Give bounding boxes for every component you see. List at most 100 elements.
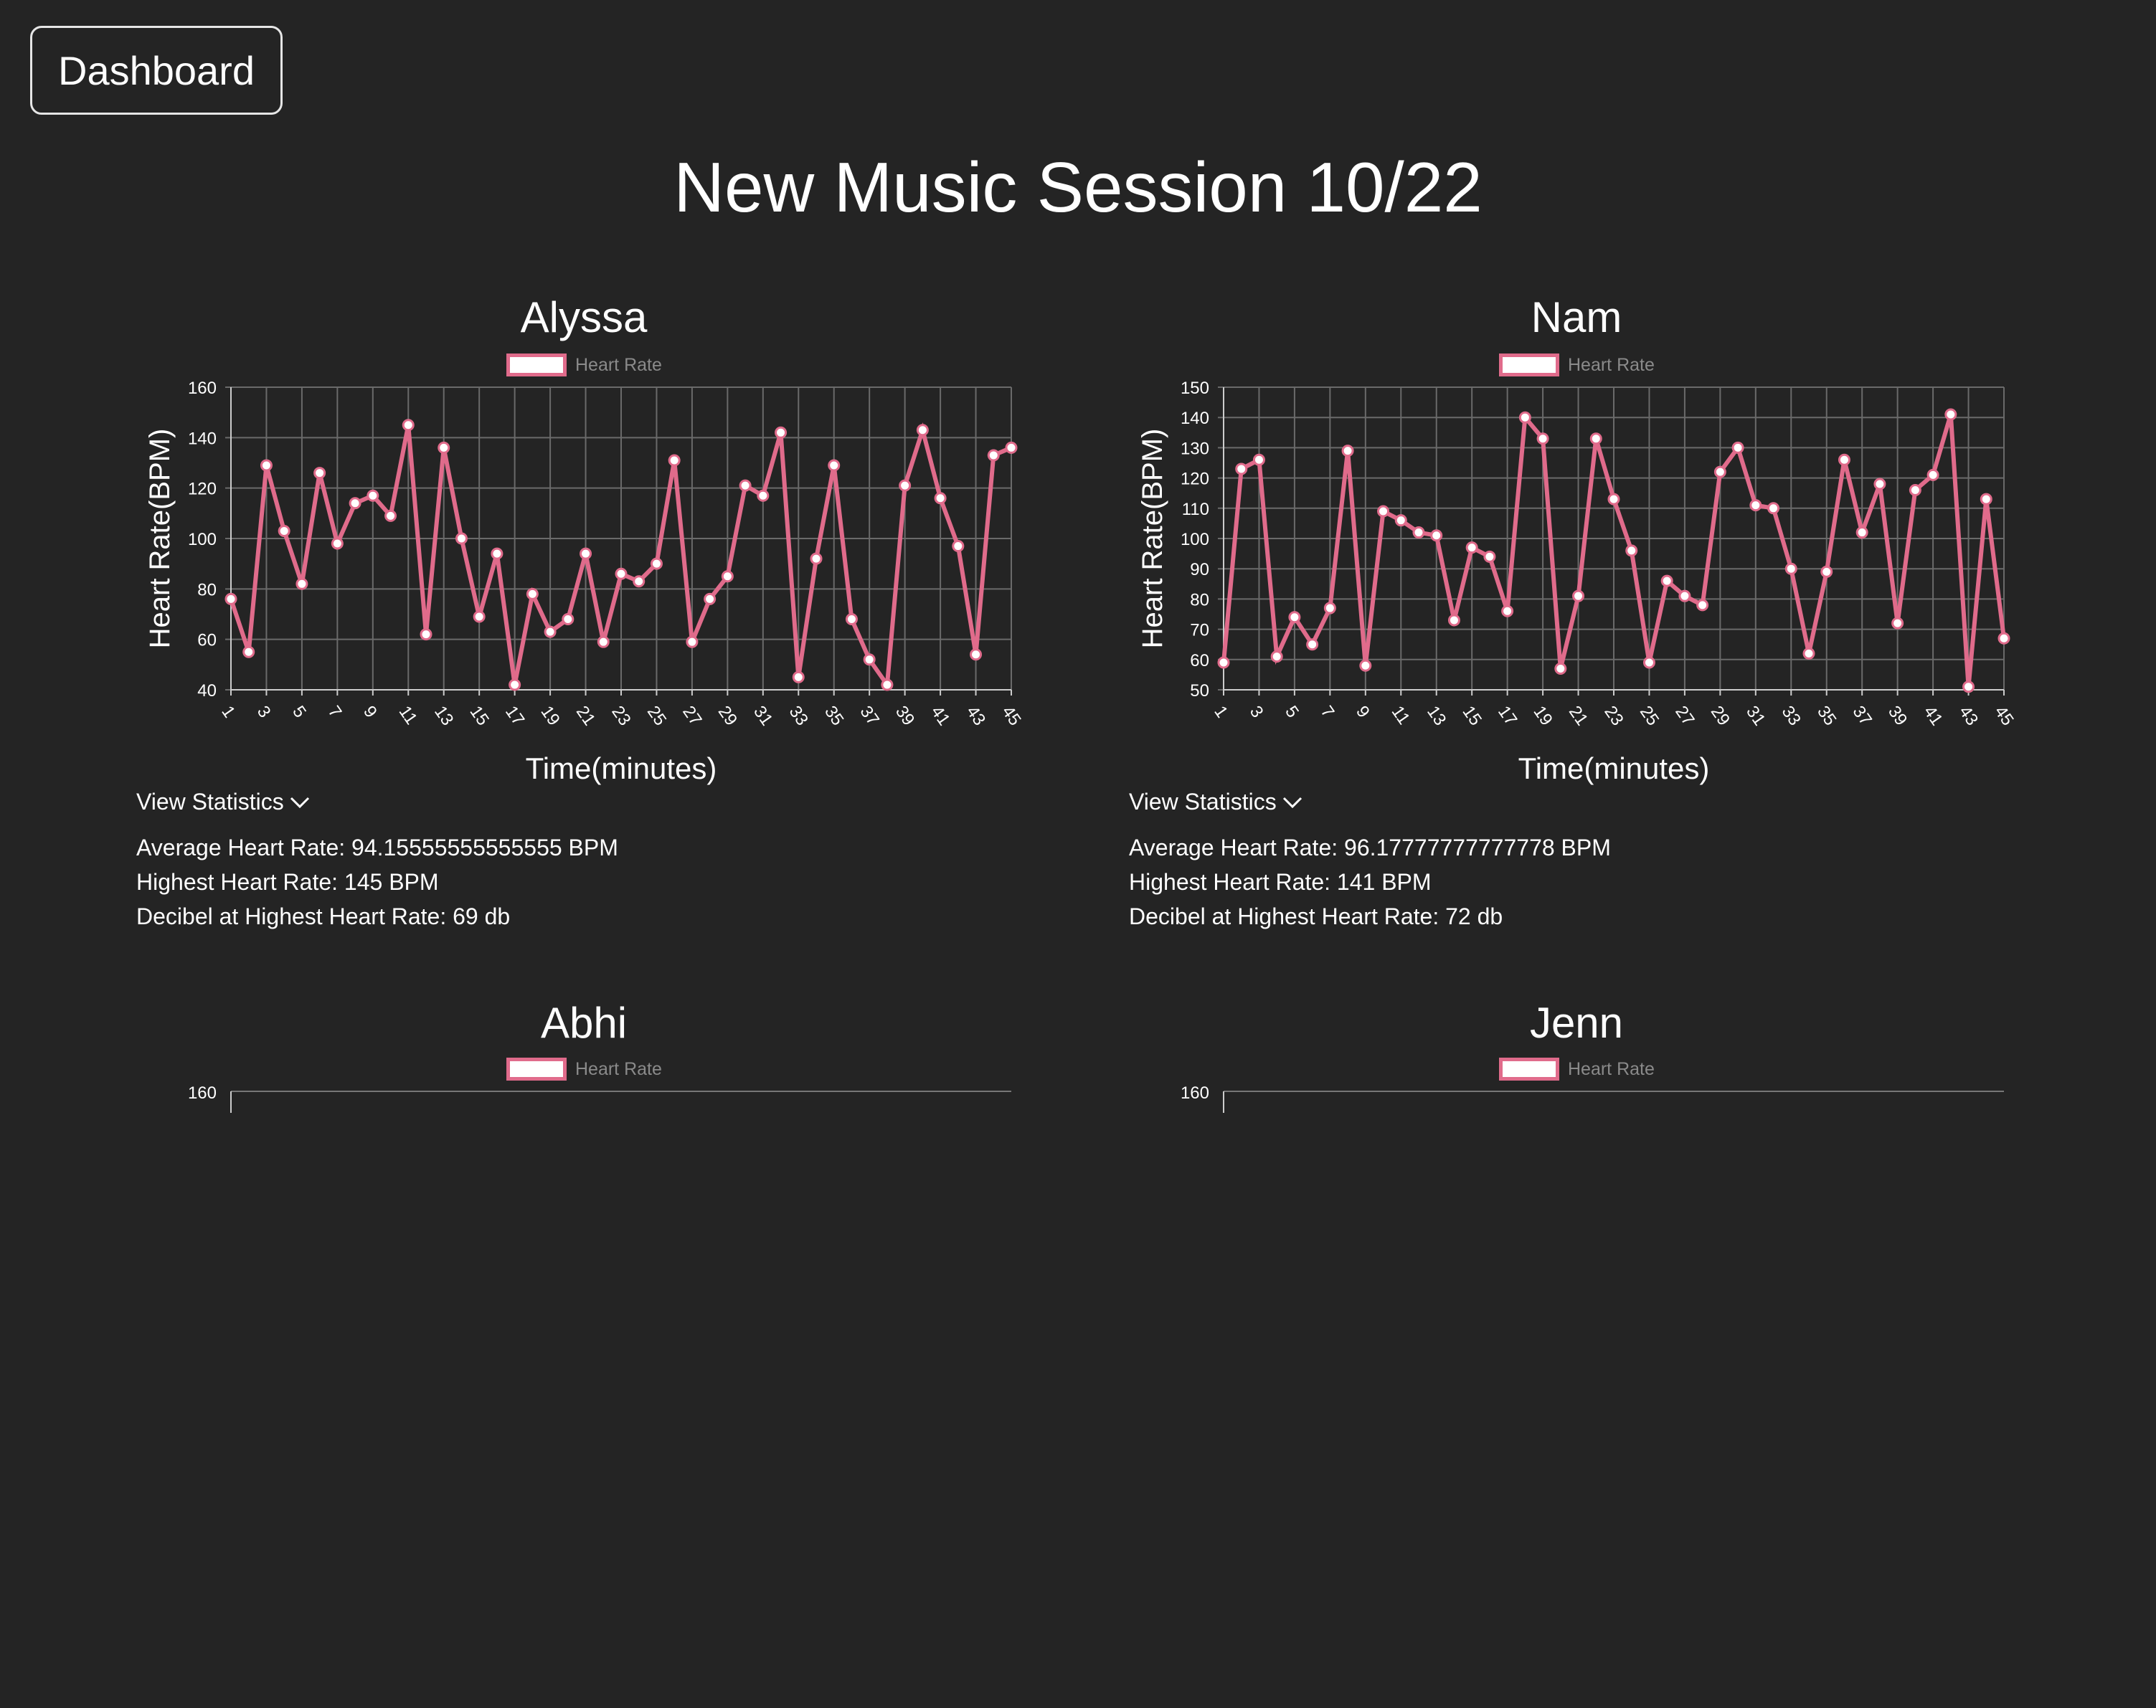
highest-heart-rate: Highest Heart Rate: 141 BPM [1129,869,1432,895]
chart-legend[interactable]: Heart Rate [506,354,662,376]
x-tick-label: 31 [1742,703,1769,729]
x-tick-label: 7 [1317,703,1338,721]
x-tick-label: 3 [1246,703,1267,721]
data-point [863,653,876,666]
decibel-at-highest: Decibel at Highest Heart Rate: 72 db [1129,903,1503,929]
data-point [491,547,503,560]
data-point [295,577,308,590]
y-tick-label: 50 [1190,681,1209,701]
y-tick-label: 60 [197,631,217,650]
data-point [916,424,929,437]
chart-legend[interactable]: Heart Rate [506,1058,662,1081]
x-tick-label: 21 [1565,703,1592,729]
y-tick-label: 150 [1181,379,1209,398]
data-point [1554,662,1567,675]
dashboard-button[interactable]: Dashboard [30,26,283,115]
data-point [1005,441,1018,454]
x-tick-label: 13 [430,703,457,729]
data-point [668,454,681,467]
data-point [810,552,823,565]
data-point [775,426,788,439]
x-tick-label: 29 [1707,703,1734,729]
data-point [420,628,432,641]
data-point [562,613,575,626]
y-tick-label: 120 [1181,470,1209,489]
person-name: Alyssa [520,293,648,341]
x-tick-label: 43 [1955,703,1982,729]
data-point [845,613,858,626]
heart-rate-chart: 160 [188,1083,1011,1113]
chevron-down-icon [1282,797,1302,808]
data-point [686,635,699,648]
x-tick-label: 21 [572,703,599,729]
legend-label: Heart Rate [575,1058,662,1079]
x-tick-label: 9 [359,703,381,721]
x-tick-label: 1 [1210,703,1231,721]
x-tick-label: 27 [1671,703,1698,729]
data-point [1572,589,1585,602]
x-tick-label: 35 [1813,703,1840,729]
data-point [597,635,610,648]
chart-panel-nam: Nam Heart Rate 50 60 70 80 90 100 110 120 130 140… [993,287,2068,1004]
view-statistics-label: View Statistics [136,789,284,815]
x-tick-label: 45 [1990,703,2017,729]
y-axis-title: Heart Rate(BPM) [1137,429,1168,649]
x-tick-label: 19 [1529,703,1556,729]
data-point [1962,680,1975,693]
legend-swatch [506,1058,567,1081]
data-point [1607,493,1620,506]
x-tick-label: 37 [1849,703,1876,729]
y-tick-label: 90 [1190,560,1209,579]
data-point [313,467,326,480]
data-point [1749,499,1762,512]
data-point [952,540,965,553]
data-point [1767,502,1780,515]
chart-panel-jenn: Jenn Heart Rate 160 [993,991,2068,1708]
view-statistics-toggle[interactable]: View Statistics [136,789,310,815]
chart-legend[interactable]: Heart Rate [1499,1058,1655,1081]
y-tick-label: 40 [197,681,217,701]
data-point [1625,544,1638,557]
average-heart-rate: Average Heart Rate: 94.15555555555555 BP… [136,835,618,860]
data-point [1288,611,1301,624]
data-point [1731,441,1744,454]
y-axis-title: Heart Rate(BPM) [144,429,176,649]
data-point [987,449,1000,462]
x-tick-label: 19 [536,703,563,729]
data-point [473,610,486,623]
data-point [1820,565,1833,578]
data-point [615,567,628,580]
data-point [455,532,468,545]
view-statistics-toggle[interactable]: View Statistics [1129,789,1302,815]
data-point [1465,541,1478,554]
data-point [1359,659,1372,672]
x-tick-label: 1 [217,703,239,721]
x-tick-label: 7 [324,703,346,721]
data-point [224,592,237,605]
chart-panel-alyssa: Alyssa Heart Rate 40 60 80 100 120 140 160 1 3 5 7… [0,287,1076,1004]
data-point [1483,550,1496,563]
data-point [1660,574,1673,587]
view-statistics-label: View Statistics [1129,789,1277,815]
y-tick-label: 130 [1181,439,1209,458]
x-tick-label: 17 [501,703,528,729]
data-point [1713,465,1726,478]
data-point [278,524,290,537]
y-tick-label: 100 [1181,530,1209,549]
data-point [1926,468,1939,481]
data-point [349,497,361,510]
data-point [1997,632,2010,645]
x-tick-label: 39 [892,703,918,729]
x-tick-label: 9 [1352,703,1373,721]
x-tick-label: 5 [288,703,310,721]
data-point [1235,462,1248,475]
decibel-at-highest: Decibel at Highest Heart Rate: 69 db [136,903,511,929]
x-tick-label: 23 [1600,703,1627,729]
data-point [1252,453,1265,466]
page-title: New Music Session 10/22 [673,148,1483,227]
legend-swatch [1499,1058,1559,1081]
chart-legend[interactable]: Heart Rate [1499,354,1655,376]
data-point [721,570,734,583]
legend-swatch [1499,354,1559,376]
y-tick-label: 140 [188,429,217,448]
